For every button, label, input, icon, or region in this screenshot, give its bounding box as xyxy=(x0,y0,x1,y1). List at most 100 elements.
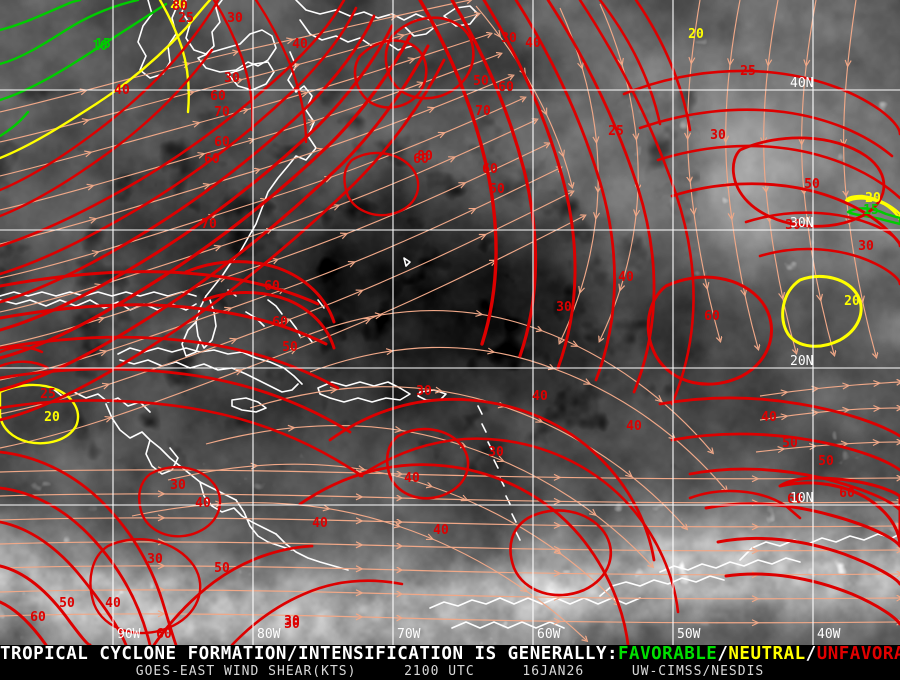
streamline-path xyxy=(0,493,900,503)
shear-contour xyxy=(0,360,50,370)
shear-contour xyxy=(184,260,336,324)
contour-value-label: 30 xyxy=(488,445,504,460)
streamline-arrowhead xyxy=(363,317,372,325)
shear-contour xyxy=(254,0,308,144)
contour-value-label: 20 xyxy=(170,0,186,12)
shear-contour xyxy=(0,486,152,645)
streamline-arrowhead xyxy=(553,545,562,553)
contour-value-label: 10 xyxy=(92,39,108,54)
shear-contour xyxy=(0,2,168,102)
streamline-arrowhead xyxy=(751,619,760,627)
contour-value-label: 50 xyxy=(818,454,834,469)
streamline-path xyxy=(0,541,900,551)
streamline-arrowhead xyxy=(448,156,457,163)
streamline-arrowhead xyxy=(777,446,786,454)
streamline-arrowhead xyxy=(727,212,735,221)
shear-contour xyxy=(546,0,656,394)
contour-value-label: 40 xyxy=(114,83,130,98)
contour-value-label: 40 xyxy=(292,37,308,52)
shear-contour xyxy=(0,0,82,32)
shear-contour xyxy=(0,34,412,360)
contour-value-label: 40 xyxy=(404,471,420,486)
shear-contour xyxy=(0,270,320,306)
streamline-arrowhead xyxy=(229,337,238,345)
shear-contour xyxy=(358,437,680,614)
streamline-arrowhead xyxy=(307,119,317,126)
streamline-arrowhead xyxy=(157,610,166,618)
streamline-arrowhead xyxy=(215,500,224,508)
contour-value-label: 30 xyxy=(416,384,432,399)
shear-contour xyxy=(670,182,900,246)
streamline-arrowhead xyxy=(487,347,496,355)
contour-value-label: 60 xyxy=(787,492,803,507)
contour-value-label: 40 xyxy=(525,36,541,51)
contour-value-label: 60 xyxy=(413,152,429,167)
streamline-arrowhead xyxy=(842,406,851,414)
streamline-path xyxy=(759,382,900,397)
streamline-arrowhead xyxy=(570,340,579,347)
contour-value-label: 70 xyxy=(475,104,491,119)
coastline-path xyxy=(295,0,431,21)
streamline-arrowhead xyxy=(157,514,166,522)
latitude-label-40N: 40N xyxy=(790,76,813,91)
grid-label-layer: 90W 80W 70W 60W 50W 40W 40N 30N 20N 10N xyxy=(117,76,841,642)
streamline-arrowhead xyxy=(632,133,640,142)
contour-value-label: 60 xyxy=(482,162,498,177)
streamline-arrowhead xyxy=(91,250,101,257)
shear-contour xyxy=(0,335,340,390)
shear-contour xyxy=(0,399,364,478)
shear-contour xyxy=(0,0,346,248)
streamline-arrowhead xyxy=(654,395,663,403)
contour-value-label: 20 xyxy=(844,294,860,309)
coastline-path xyxy=(117,347,303,385)
contour-value-label: 50 xyxy=(282,340,298,355)
shear-contour xyxy=(158,0,190,114)
shear-contour xyxy=(353,39,428,109)
latitude-label-20N: 20N xyxy=(790,354,813,369)
shear-contour xyxy=(704,502,900,548)
shear-contour xyxy=(482,0,577,370)
contour-value-label: 80 xyxy=(172,0,188,14)
streamline-arrowhead xyxy=(553,617,562,625)
streamline-path xyxy=(0,517,900,527)
streamline-path xyxy=(844,0,876,356)
shear-contour xyxy=(418,0,498,346)
streamline-path xyxy=(802,0,834,354)
streamline-arrowhead xyxy=(84,150,93,158)
streamline-arrowhead xyxy=(86,183,95,191)
coastline-path xyxy=(235,499,293,551)
contour-value-label: 30 xyxy=(785,218,801,233)
coastline-path xyxy=(231,397,267,413)
streamline-arrowhead xyxy=(234,368,244,376)
contour-value-label: 30 xyxy=(284,617,300,632)
streamline-arrowhead xyxy=(286,37,295,45)
streamline-arrowhead xyxy=(844,59,852,68)
product-provider: UW-CIMSS/NESDIS xyxy=(631,664,765,679)
streamline-layer xyxy=(0,0,900,640)
streamline-arrowhead xyxy=(618,283,626,292)
streamline-arrowhead xyxy=(751,595,760,603)
streamline-arrowhead xyxy=(577,61,584,70)
legend-separator-2: / xyxy=(805,644,817,664)
shear-contour xyxy=(0,303,328,346)
shear-contour xyxy=(0,383,80,445)
longitude-label-80W: 80W xyxy=(257,627,281,642)
shear-contour xyxy=(744,211,900,248)
streamline-arrowhead xyxy=(81,118,91,125)
contour-value-label: 60 xyxy=(214,135,230,150)
streamline-arrowhead xyxy=(751,547,760,555)
streamline-arrowhead xyxy=(803,59,811,68)
streamline-arrowhead xyxy=(355,565,364,573)
product-time: 2100 UTC xyxy=(404,664,475,679)
latitude-label-30N: 30N xyxy=(790,216,813,231)
streamline-arrowhead xyxy=(803,216,811,225)
streamline-path xyxy=(0,613,900,623)
contour-value-label: 30 xyxy=(858,239,874,254)
streamline-arrowhead xyxy=(811,409,820,417)
contour-value-label: 50 xyxy=(59,596,75,611)
contour-value-label: 50 xyxy=(804,177,820,192)
shear-contour xyxy=(658,396,900,438)
shear-contour xyxy=(509,509,613,597)
streamline-arrowhead xyxy=(478,233,488,241)
contour-value-label: 80 xyxy=(417,149,433,164)
